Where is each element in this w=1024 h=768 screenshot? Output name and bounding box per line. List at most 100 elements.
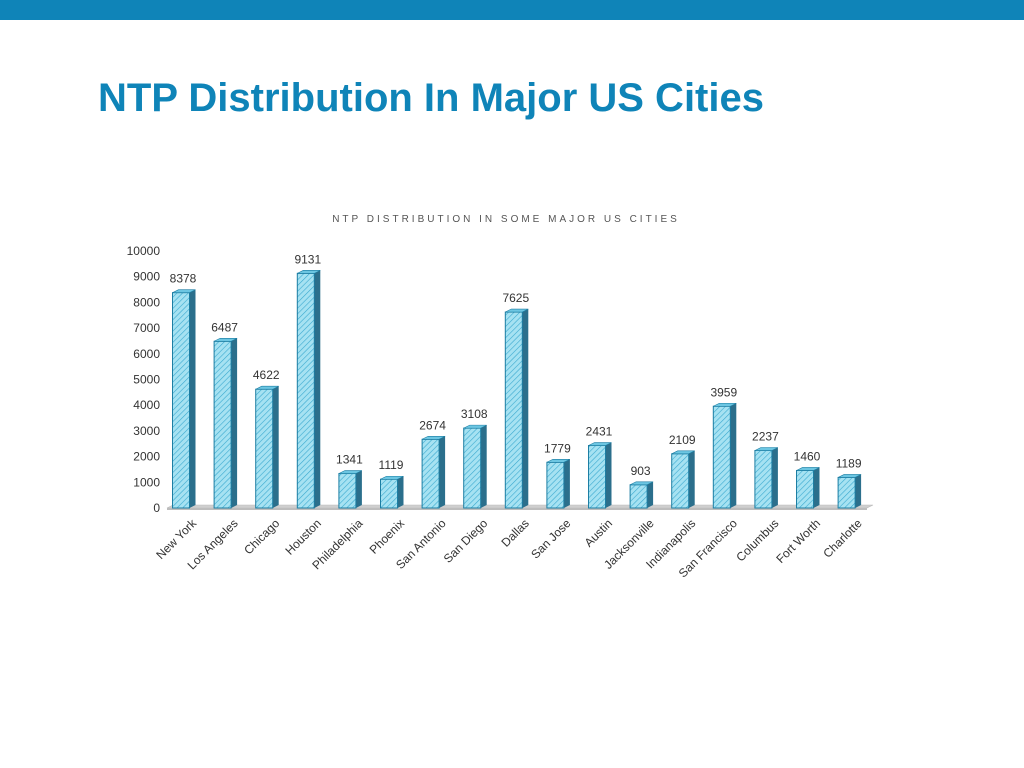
- data-label: 6487: [211, 320, 238, 334]
- chart-title: NTP DISTRIBUTION IN SOME MAJOR US CITIES: [332, 214, 680, 225]
- bar-side: [771, 447, 778, 508]
- data-label: 1460: [794, 449, 821, 463]
- bar: [172, 289, 196, 509]
- bar-top: [172, 289, 196, 293]
- bar-side: [813, 467, 820, 508]
- bar: [754, 447, 779, 509]
- bar-top: [380, 475, 404, 480]
- y-tick-label: 9000: [133, 270, 160, 284]
- bar-side: [231, 338, 238, 508]
- bar-top: [255, 385, 279, 390]
- data-label: 903: [631, 464, 651, 478]
- bar-side: [439, 436, 446, 508]
- bar-face: [296, 272, 315, 509]
- bar-top: [837, 474, 862, 478]
- bar: [421, 435, 446, 509]
- bar-face: [213, 340, 232, 509]
- y-tick-label: 1000: [133, 475, 160, 489]
- data-label: 1189: [836, 456, 862, 470]
- bar-side: [855, 474, 862, 508]
- chart-floor-edge: [167, 508, 867, 510]
- data-label: 2109: [669, 433, 696, 447]
- y-tick-label: 4000: [133, 398, 160, 412]
- bar-side: [647, 481, 654, 508]
- bar: [213, 337, 238, 509]
- bar-face: [463, 427, 482, 509]
- bar: [546, 458, 571, 509]
- bar-face: [380, 478, 398, 509]
- data-label: 2431: [586, 425, 613, 439]
- bar: [796, 467, 820, 509]
- bar-top: [505, 308, 529, 313]
- data-label: 2674: [419, 418, 446, 432]
- y-tick-label: 5000: [133, 373, 160, 387]
- bar-top: [338, 470, 363, 474]
- x-tick-label: Houston: [282, 516, 324, 558]
- bar: [588, 442, 612, 509]
- y-tick-label: 10000: [127, 244, 161, 258]
- bar-side: [730, 403, 737, 508]
- data-label: 2237: [752, 430, 779, 444]
- x-tick-label: Chicago: [241, 516, 282, 557]
- x-tick-label: Dallas: [498, 516, 531, 549]
- bar: [671, 450, 695, 509]
- data-label: 7625: [502, 291, 529, 305]
- data-label: 1779: [544, 441, 571, 455]
- y-tick-label: 3000: [133, 424, 160, 438]
- y-tick-label: 6000: [133, 347, 160, 361]
- bar-top: [671, 450, 695, 455]
- bar-face: [504, 311, 523, 509]
- y-axis: 0 1000 2000 3000 4000 5000 6000 7000 8000 9000 100…: [127, 244, 161, 515]
- data-label: 3959: [710, 385, 737, 399]
- bar-side: [189, 289, 196, 508]
- data-labels: 8378 6487 4622 9131 1341 1119 2674 3108 7625 1779…: [170, 252, 862, 477]
- x-tick-label: Austin: [582, 516, 615, 549]
- x-tick-label: San Diego: [441, 516, 491, 566]
- bar-side: [314, 270, 321, 508]
- y-tick-label: 2000: [133, 450, 160, 464]
- bar-top: [213, 337, 238, 342]
- bars: [172, 270, 862, 509]
- bar-top: [297, 270, 321, 274]
- bar-side: [397, 476, 404, 508]
- bar-face: [421, 438, 440, 509]
- bar-side: [605, 442, 612, 508]
- data-label: 8378: [170, 272, 197, 286]
- bar-face: [671, 453, 690, 509]
- bar-top: [463, 424, 487, 429]
- bar: [629, 481, 654, 509]
- bar: [463, 424, 487, 509]
- bar-side: [522, 309, 529, 508]
- bar-face: [629, 484, 648, 509]
- x-tick-label: Phoenix: [367, 516, 408, 557]
- bar-side: [272, 386, 279, 508]
- bar-top: [588, 442, 612, 446]
- bar-side: [355, 470, 362, 508]
- bar-side: [480, 425, 487, 508]
- bar-face: [796, 469, 814, 509]
- bar-face: [172, 292, 190, 509]
- bar-face: [754, 450, 773, 509]
- bar: [712, 402, 737, 509]
- bar-face: [255, 388, 274, 509]
- data-label: 1341: [336, 453, 363, 467]
- data-label: 3108: [461, 407, 488, 421]
- data-label: 1119: [379, 458, 404, 472]
- data-label: 9131: [294, 252, 321, 266]
- bar: [338, 470, 363, 509]
- bar-face: [546, 461, 565, 509]
- bar: [296, 270, 321, 509]
- slide-title: NTP Distribution In Major US Cities: [98, 76, 764, 120]
- top-accent-bar: [0, 0, 1024, 20]
- x-tick-label: San Jose: [528, 516, 574, 562]
- bar: [255, 385, 279, 509]
- bar-face: [712, 405, 731, 509]
- y-tick-label: 0: [153, 501, 160, 515]
- bar-top: [629, 481, 654, 486]
- data-label: 4622: [253, 368, 280, 382]
- x-tick-label: Fort Worth: [773, 516, 823, 566]
- bar-top: [421, 435, 446, 440]
- bar-face: [338, 473, 357, 509]
